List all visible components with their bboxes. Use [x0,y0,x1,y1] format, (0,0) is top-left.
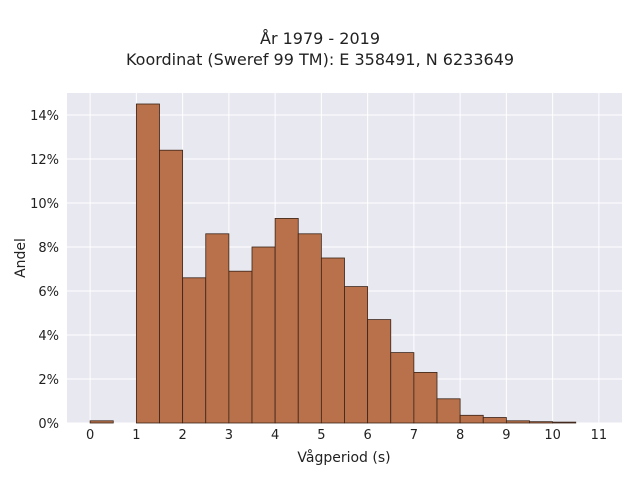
x-tick-label: 5 [317,428,325,443]
histogram-bar [251,246,276,424]
histogram-bar [390,352,415,424]
chart-title-line-2: Koordinat (Sweref 99 TM): E 358491, N 62… [125,50,515,69]
histogram-bar [482,417,507,424]
x-tick-label: 7 [410,428,418,443]
y-tick-label: 14% [30,109,59,124]
x-tick-label: 0 [86,428,94,443]
y-tick-label: 4% [38,329,59,344]
histogram-bar [89,420,114,424]
x-tick-label: 3 [225,428,233,443]
histogram-bar [159,149,184,424]
y-axis-ticks: 0% 2% 4% 6% 8% 10% 12% 14% [30,109,59,432]
y-tick-label: 6% [38,285,59,300]
x-tick-label: 11 [591,428,608,443]
y-tick-label: 0% [38,417,59,432]
histogram-bar [320,257,345,424]
histogram-bar [135,103,160,424]
y-tick-label: 8% [38,241,59,256]
histogram-bar [436,398,461,424]
y-axis-label: Andel [13,238,29,278]
chart-title-line-1: År 1979 - 2019 [260,29,380,48]
histogram-bar [367,319,392,424]
histogram-bar [297,233,322,424]
x-tick-label: 8 [456,428,464,443]
histogram-bar [205,233,230,424]
histogram-bar [505,420,530,424]
histogram-bar [344,286,369,424]
x-tick-label: 9 [502,428,510,443]
y-tick-label: 12% [30,153,59,168]
x-tick-label: 4 [271,428,279,443]
histogram-bar [274,217,299,424]
y-tick-label: 2% [38,373,59,388]
x-axis-label: Vågperiod (s) [297,449,390,466]
y-tick-label: 10% [30,197,59,212]
histogram-bar [413,371,438,424]
histogram-bar [182,277,207,424]
x-axis-ticks: 0 1 2 3 4 5 6 7 8 9 10 11 [86,428,607,443]
x-tick-label: 6 [363,428,371,443]
bars [89,103,577,424]
x-tick-label: 2 [178,428,186,443]
x-tick-label: 1 [132,428,140,443]
histogram-bar [529,421,554,424]
histogram-bar [228,270,253,424]
histogram-bar [552,421,577,424]
histogram-bar [459,414,484,424]
x-tick-label: 10 [544,428,561,443]
